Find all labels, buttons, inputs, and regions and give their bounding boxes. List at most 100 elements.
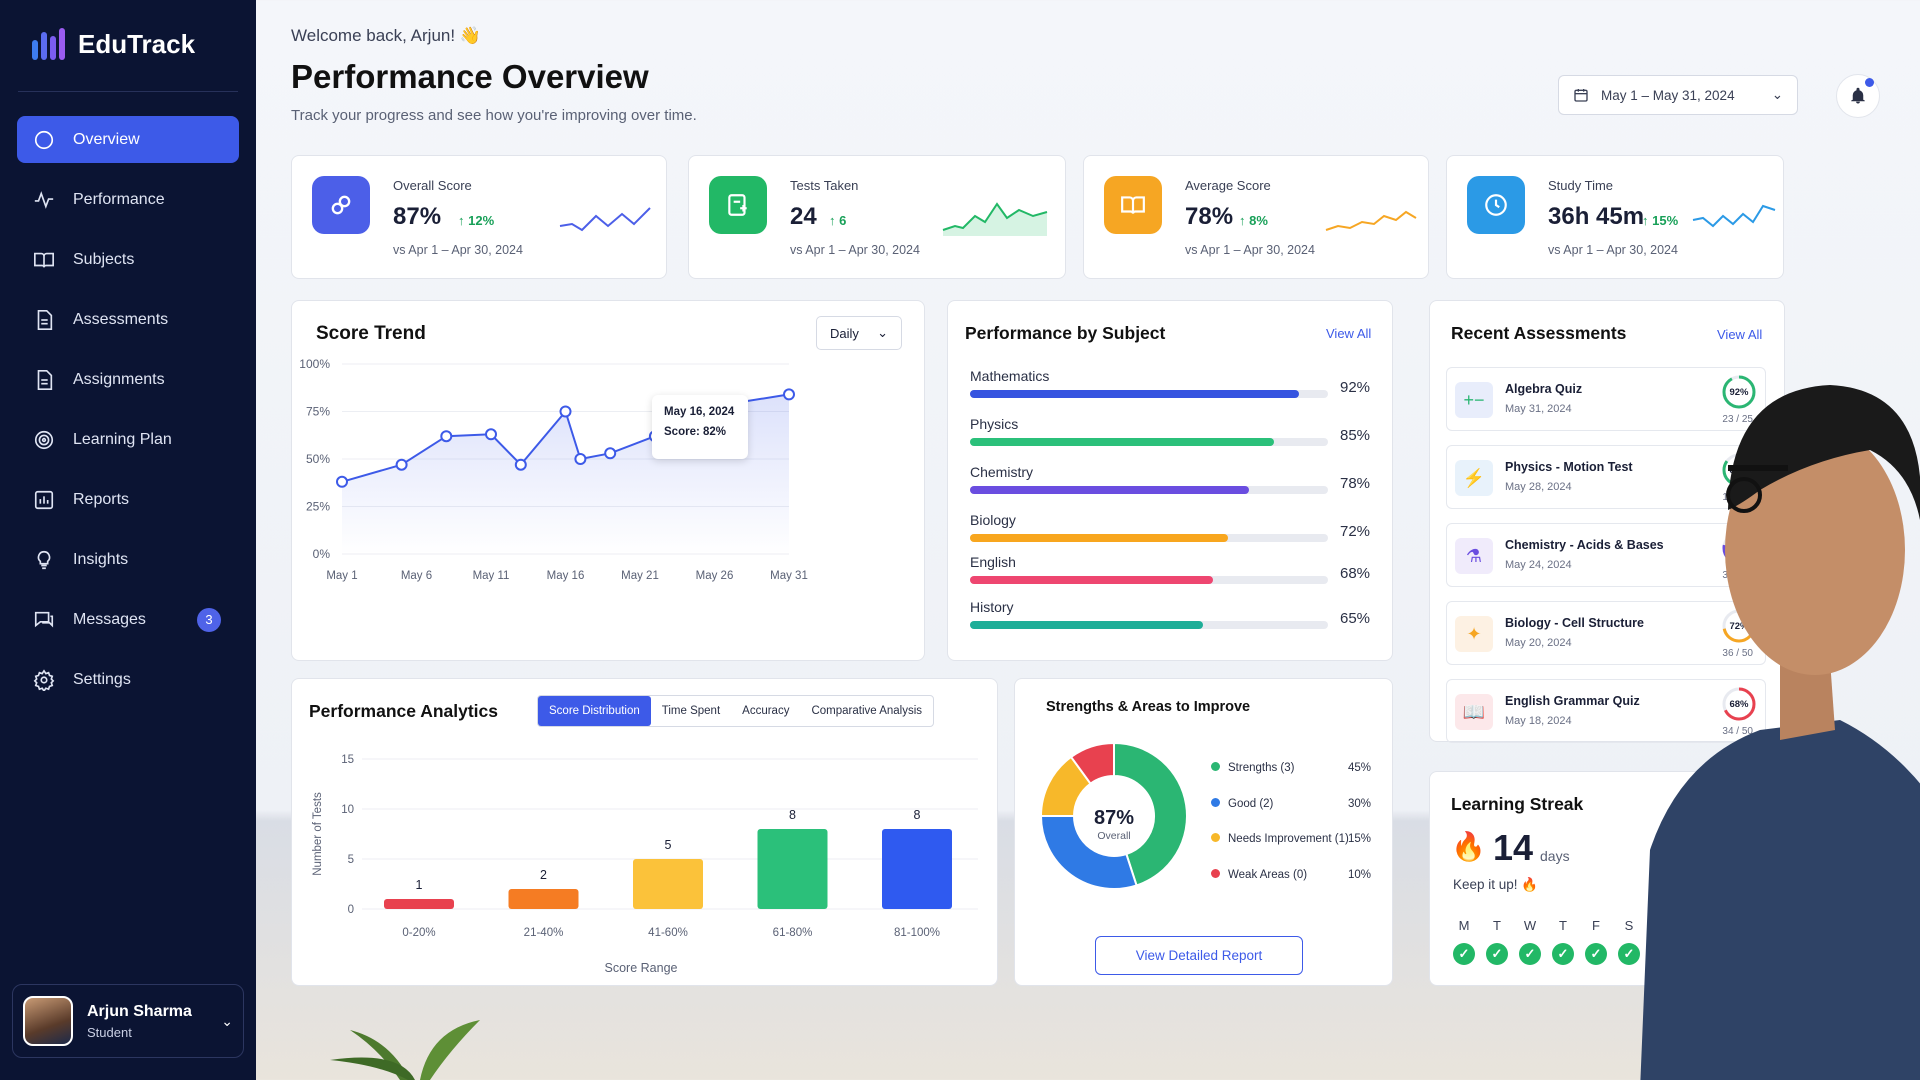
score-ring (1722, 687, 1756, 721)
x-tick-label: 21-40% (524, 927, 564, 939)
subject-fill (970, 390, 1300, 398)
subject-fill (970, 486, 1250, 494)
sidebar-item-assignments[interactable]: Assignments (17, 356, 239, 403)
sidebar-item-label: Subjects (73, 250, 135, 268)
logo[interactable]: EduTrack (30, 26, 195, 62)
stat-label: Tests Taken (790, 178, 859, 193)
sidebar-item-settings[interactable]: Settings (17, 656, 239, 703)
day-label: T (1493, 918, 1501, 933)
chevron-down-icon[interactable]: ⌄ (221, 1012, 233, 1029)
assessment-score: 34 / 50 (1722, 726, 1753, 737)
messages-badge: 3 (197, 607, 221, 632)
calendar-icon (1574, 89, 1588, 102)
sparkline (1692, 204, 1776, 228)
subject-name: Biology (970, 512, 1016, 528)
stat-value: 36h 45m (1548, 203, 1645, 230)
flask-icon: ⚗ (1455, 538, 1493, 574)
bar-value-label: 1 (416, 878, 423, 892)
data-point (604, 447, 617, 460)
sidebar-item-label: Performance (73, 190, 165, 208)
chevron-down-icon: ⌄ (1771, 87, 1783, 102)
score-distribution-chart: 15 10 5 0 Number of Tests 1 0-20% 2 21-40% 5 41-60… (312, 754, 978, 975)
sidebar-item-performance[interactable]: Performance (17, 176, 239, 223)
legend-pct: 10% (1347, 868, 1371, 881)
x-tick-label: 61-80% (773, 927, 813, 939)
x-tick-label: 0-20% (402, 927, 435, 939)
sidebar-item-label: Assignments (73, 370, 165, 388)
view-all-subjects-link[interactable]: View All (1326, 326, 1372, 341)
assessment-name: English Grammar Quiz (1505, 694, 1640, 708)
sidebar-item-label: Settings (73, 670, 131, 688)
data-point (336, 475, 348, 488)
sidebar-item-messages[interactable]: Messages 3 (17, 596, 239, 643)
bell-icon (1851, 87, 1865, 104)
activity-icon (34, 190, 54, 209)
math-icon: +− (1455, 382, 1493, 418)
x-tick-label: May 11 (473, 570, 510, 582)
bar-value-label: 8 (914, 808, 921, 822)
tab-comparative-analysis[interactable]: Comparative Analysis (811, 705, 923, 717)
book-icon: 📖 (1455, 694, 1493, 730)
donut-center-value: 87% (1093, 807, 1135, 829)
chevron-down-icon: ⌄ (877, 325, 888, 340)
check-icon: ✓ (1519, 943, 1541, 965)
assessment-item[interactable]: 📖 English Grammar Quiz May 18, 2024 68% 34 /… (1446, 679, 1766, 743)
subject-fill (970, 534, 1228, 542)
sidebar-item-learning-plan[interactable]: Learning Plan (17, 416, 239, 463)
sidebar-item-label: Overview (73, 130, 140, 148)
subject-track (970, 486, 1328, 494)
streak-message: Keep it up! 🔥 (1453, 877, 1539, 892)
x-tick-label: May 26 (696, 570, 734, 582)
subject-fill (970, 621, 1203, 629)
sidebar-item-overview[interactable]: Overview (17, 116, 239, 163)
legend-item: Strengths (3) 45% (1211, 762, 1371, 774)
date-range-picker[interactable]: May 1 – May 31, 2024 ⌄ (1558, 75, 1798, 115)
view-all-assessments-link[interactable]: View All (1717, 327, 1763, 342)
sparkline (559, 207, 651, 232)
y-tick-label: 0% (313, 547, 331, 561)
sidebar-item-label: Reports (73, 490, 130, 508)
stat-value: 87% (393, 203, 442, 230)
tab-score-distribution[interactable]: Score Distribution (538, 696, 651, 726)
tab-accuracy[interactable]: Accuracy (742, 705, 790, 717)
check-icon: ✓ (1585, 943, 1607, 965)
x-tick-label: May 31 (770, 570, 808, 582)
check-icon: ✓ (1552, 943, 1574, 965)
subject-name: Physics (970, 416, 1019, 432)
avatar (23, 996, 73, 1046)
stat-delta: ↑ 12% (458, 213, 495, 228)
sidebar-item-label: Messages (73, 610, 146, 628)
sidebar-divider (18, 91, 238, 92)
stat-label: Average Score (1185, 178, 1271, 193)
sidebar-item-insights[interactable]: Insights (17, 536, 239, 583)
score-trend-card: Score Trend Daily ⌄ 100% 75% 50% 25% 0% May 1 M… (291, 300, 925, 661)
user-profile[interactable]: Arjun Sharma Student ⌄ (12, 984, 244, 1058)
sidebar-item-reports[interactable]: Reports (17, 476, 239, 523)
legend-label: Weak Areas (0) (1228, 868, 1308, 881)
sidebar-nav: Overview Performance Subjects Assessment… (17, 116, 239, 716)
subject-pct: 78% (1340, 475, 1371, 492)
assessment-date: May 18, 2024 (1505, 715, 1572, 727)
x-tick-label: 41-60% (648, 927, 688, 939)
sparkline (1325, 210, 1417, 231)
subject-track (970, 621, 1328, 629)
tab-time-spent[interactable]: Time Spent (661, 705, 721, 717)
notifications-button[interactable] (1836, 74, 1880, 118)
assessment-item[interactable]: +− Algebra Quiz May 31, 2024 92% 23 / 25 (1446, 367, 1766, 431)
donut-center: 87% Overall (1086, 807, 1142, 842)
dna-icon: ✦ (1455, 616, 1493, 652)
y-tick-label: 0 (348, 904, 354, 916)
plant-illustration (330, 1020, 480, 1080)
bar (757, 829, 828, 909)
subject-fill (970, 438, 1275, 446)
period-select[interactable]: Daily ⌄ (816, 316, 902, 350)
sidebar-item-subjects[interactable]: Subjects (17, 236, 239, 283)
strengths-donut-chart (1039, 741, 1188, 890)
y-tick-label: 5 (348, 854, 354, 866)
view-detailed-report-button[interactable]: View Detailed Report (1095, 936, 1303, 975)
streak-unit: days (1540, 848, 1570, 864)
sidebar-item-assessments[interactable]: Assessments (17, 296, 239, 343)
page-subtitle: Track your progress and see how you're i… (291, 107, 697, 124)
check-icon: ✓ (1618, 943, 1640, 965)
